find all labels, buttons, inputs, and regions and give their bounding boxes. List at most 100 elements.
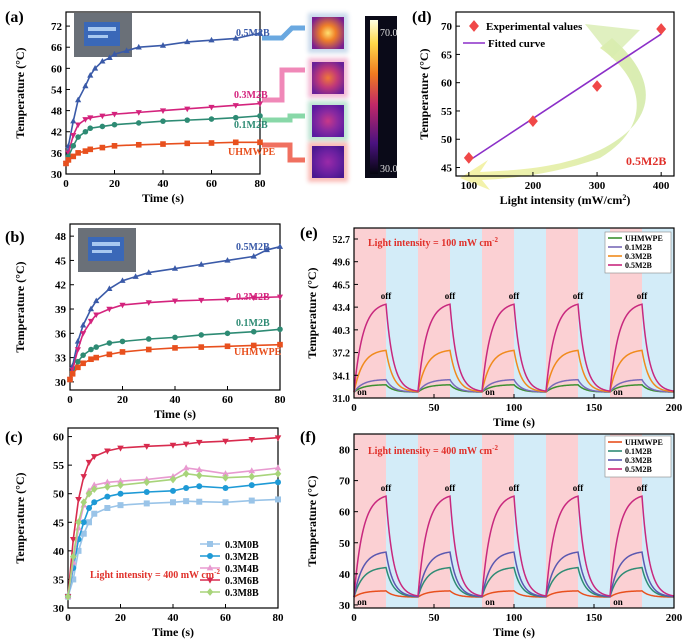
point-UHMWPE xyxy=(172,345,178,351)
point-0.3M2B xyxy=(80,331,87,337)
off-label: off xyxy=(445,483,456,493)
point-0.3M8B xyxy=(169,475,177,484)
y-axis-label: Temperature (°C) xyxy=(305,475,319,566)
point-0.3M4B xyxy=(117,477,124,484)
point-0.3M0B xyxy=(183,498,190,505)
series-label-0.5M2B: 0.5M2B xyxy=(236,242,270,253)
point-0.3M2B xyxy=(275,479,281,486)
light-on-band xyxy=(546,228,578,398)
point-0.3M2B xyxy=(93,312,100,319)
point-0.1M2B xyxy=(145,336,152,342)
point-0.5M2B xyxy=(263,246,270,253)
point-UHMWPE xyxy=(198,344,205,350)
point-0.3M0B xyxy=(117,502,124,509)
point-0.3M4B xyxy=(195,466,203,473)
point-0.3M0B xyxy=(248,497,255,504)
point-UHMWPE xyxy=(257,139,263,146)
x-tick-label: 40 xyxy=(168,612,180,624)
y-axis-label: Temperature (°C) xyxy=(13,261,27,352)
point-0.5M2B xyxy=(119,277,126,283)
y-tick-label: 35 xyxy=(53,574,65,586)
point-0.3M2B xyxy=(232,103,239,109)
on-label: on xyxy=(357,387,367,397)
off-label: off xyxy=(573,291,584,301)
point-UHMWPE xyxy=(93,354,100,361)
y-tick-label: 42 xyxy=(51,127,63,139)
series-line-0.3M2B xyxy=(69,296,281,380)
y-tick-label: 30 xyxy=(339,600,351,612)
point-UHMWPE xyxy=(106,351,113,358)
off-label: off xyxy=(381,483,392,493)
point-0.5M2B xyxy=(250,253,257,259)
x-axis-label: Time (s) xyxy=(142,191,184,205)
point-0.1M2B xyxy=(75,358,81,365)
point-UHMWPE xyxy=(80,360,86,367)
panel-c: (c) 0 20 40 60 80 30 35 40 45 50 55 60 Time (s) Tempe… xyxy=(5,427,284,639)
light-off-band xyxy=(578,228,610,398)
light-on-band xyxy=(354,228,386,398)
light-off-band xyxy=(450,228,482,398)
x-tick-label: 60 xyxy=(222,394,234,406)
point-0.1M2B xyxy=(70,143,77,149)
off-label: off xyxy=(637,291,648,301)
sample-label: 0.5M2B xyxy=(626,154,666,168)
thermal-image-0.3M2B xyxy=(312,62,344,94)
off-label: off xyxy=(509,291,520,301)
trend-arrow-head xyxy=(585,24,640,58)
series-line-0.1M2B xyxy=(353,566,675,598)
point-0.3M0B xyxy=(222,499,229,506)
point-0.3M8B xyxy=(274,469,282,478)
panel-c-letter: (c) xyxy=(5,429,23,446)
point-0.3M0B xyxy=(196,498,203,505)
y-tick-label: 55 xyxy=(53,460,65,472)
point-0.1M2B xyxy=(75,134,81,140)
point-0.3M8B xyxy=(80,498,88,507)
point-0.3M4B xyxy=(90,481,98,488)
on-label: on xyxy=(485,387,495,397)
point-0.3M2B xyxy=(70,133,77,139)
point-UHMWPE xyxy=(232,139,239,146)
y-axis-label: Temperature (°C) xyxy=(13,472,27,563)
point-0.3M2B xyxy=(276,294,284,301)
point-0.3M2B xyxy=(198,297,205,304)
legend-entry-0.3M2B: 0.3M2B xyxy=(625,456,653,465)
point-0.3M0B xyxy=(275,496,281,503)
panel-d-letter: (d) xyxy=(412,9,432,26)
point-0.3M8B xyxy=(182,469,190,478)
colorbar-min: 30.0 xyxy=(380,164,398,175)
x-tick-label: 200 xyxy=(666,612,683,624)
y-tick-label: 46.5 xyxy=(333,280,351,291)
on-label: on xyxy=(613,597,623,607)
panel-d: (d) 100 200 300 400 45 50 55 60 65 70 Light intens… xyxy=(412,9,675,207)
series-label-0.1M2B: 0.1M2B xyxy=(234,120,268,131)
y-tick-label: 72 xyxy=(51,21,63,33)
point-0.3M2B xyxy=(171,298,179,305)
thermal-image-0.5M2B xyxy=(312,17,344,49)
panel-f-letter: (f) xyxy=(300,429,316,446)
point-0.3M6B xyxy=(80,474,88,481)
point-0.3M8B xyxy=(90,485,98,494)
x-tick-label: 150 xyxy=(586,612,603,624)
point-0.1M2B xyxy=(277,326,283,333)
legend-entry-UHMWPE: UHMWPE xyxy=(625,234,663,243)
point-0.1M2B xyxy=(87,125,94,132)
x-tick-label: 200 xyxy=(525,180,542,192)
x-tick-label: 0 xyxy=(351,402,357,414)
point-0.5M2B xyxy=(106,285,113,292)
light-on-band xyxy=(418,228,450,398)
point-0.3M6B xyxy=(104,448,111,455)
light-off-band xyxy=(386,434,418,608)
y-tick-label: 80 xyxy=(339,445,351,457)
y-tick-label: 60 xyxy=(339,507,351,519)
legend-marker xyxy=(206,564,214,571)
point-0.5M2B xyxy=(92,64,99,71)
point-0.3M8B xyxy=(222,473,229,482)
light-on-band xyxy=(546,434,578,608)
series-line-0.1M2B xyxy=(353,378,675,393)
legend-entry-0.3M4B: 0.3M4B xyxy=(225,564,259,575)
legend-marker xyxy=(207,541,213,547)
x-tick-label: 300 xyxy=(589,180,606,192)
legend-entry-0.1M2B: 0.1M2B xyxy=(625,243,653,252)
